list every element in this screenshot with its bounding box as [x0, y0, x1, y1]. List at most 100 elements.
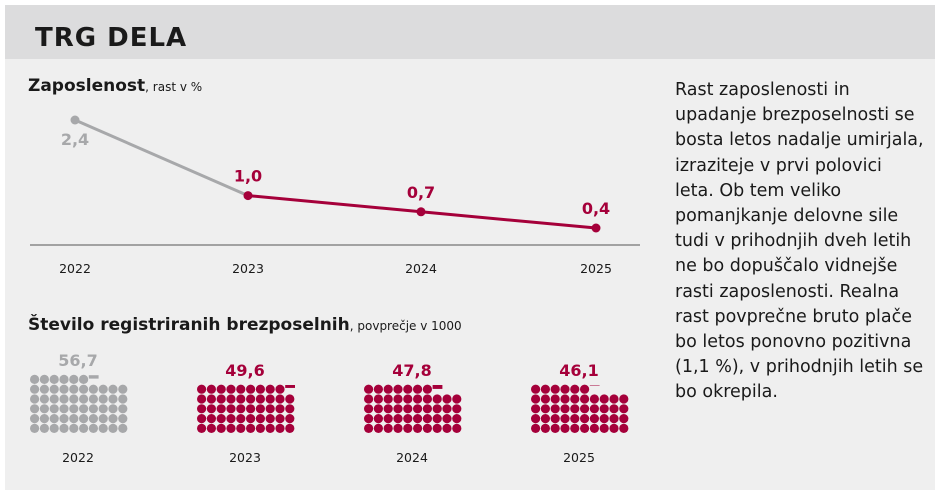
unit-dot [275, 404, 285, 414]
unit-dot [69, 374, 79, 384]
unit-dot [59, 374, 69, 384]
year-label: 2024 [396, 450, 428, 465]
unit-dot [442, 394, 452, 404]
unit-dot [79, 394, 89, 404]
unit-dot [422, 384, 432, 394]
unit-dot [452, 423, 462, 433]
unit-dot [49, 394, 59, 404]
unit-dot [580, 414, 590, 424]
unit-dot [265, 394, 275, 404]
unit-dot [79, 423, 89, 433]
unit-dot [197, 414, 207, 424]
unit-dot [98, 384, 108, 394]
unit-dot [255, 384, 265, 394]
unit-dot [226, 423, 236, 433]
unit-dot [246, 404, 256, 414]
unit-dot [452, 394, 462, 404]
unit-dot [599, 414, 609, 424]
unit-dot [118, 414, 128, 424]
unit-dot [275, 384, 285, 394]
unit-dot [39, 423, 50, 433]
unit-dot [589, 414, 600, 424]
partial-dot [88, 375, 99, 379]
unit-dot [560, 423, 570, 433]
unit-dot [609, 414, 619, 424]
data-point [70, 115, 80, 125]
unit-dot [531, 394, 541, 404]
unit-dot [216, 423, 226, 433]
unit-dot [69, 394, 79, 404]
unit-dot [59, 394, 69, 404]
unit-dot [383, 404, 393, 414]
unit-dot [216, 414, 226, 424]
unit-dot [442, 423, 452, 433]
unit-dot [118, 384, 128, 394]
unit-dot [265, 414, 275, 424]
unit-dot [580, 394, 590, 404]
value-label: 46,1 [559, 361, 598, 380]
unit-dot [540, 423, 551, 433]
unit-dot [560, 394, 570, 404]
unit-dot [550, 394, 560, 404]
unit-dot [393, 404, 403, 414]
unit-dot [69, 414, 79, 424]
unit-dot [364, 414, 374, 424]
unit-dot [236, 414, 246, 424]
unit-dot [39, 384, 50, 394]
unit-dot [373, 414, 383, 424]
line-segment [420, 210, 597, 230]
unit-dot [393, 394, 403, 404]
unit-dot [246, 384, 256, 394]
unit-dot [118, 394, 128, 404]
unit-dot [79, 414, 89, 424]
unit-dot [580, 384, 590, 394]
unit-dot [88, 404, 98, 414]
unit-dot [531, 414, 541, 424]
unit-dot [98, 394, 108, 404]
unit-dot [383, 423, 393, 433]
unit-dot [118, 423, 128, 433]
line-subtitle: , rast v % [145, 80, 203, 94]
unit-dot [373, 423, 383, 433]
unit-dot [69, 404, 79, 414]
unit-dot [216, 394, 226, 404]
unit-dot [285, 404, 295, 414]
unit-dot [206, 423, 216, 433]
commentary-text: Rast zaposlenosti in upadanje brezposeln… [675, 80, 924, 403]
unit-dot [255, 394, 265, 404]
data-point [416, 207, 426, 217]
unit-dot [79, 404, 89, 414]
unit-dot [275, 394, 285, 404]
unit-dot [206, 414, 216, 424]
unit-dot [364, 384, 374, 394]
unit-dot [246, 394, 256, 404]
unit-dot [364, 394, 374, 404]
x-tick-label: 2022 [59, 261, 91, 276]
unit-dot [393, 384, 403, 394]
pict-chart-title: Število registriranih brezposelnih, povp… [28, 315, 462, 335]
unit-dot [619, 423, 629, 433]
data-label: 2,4 [61, 130, 89, 149]
unit-dot [413, 414, 423, 424]
line-segment [74, 118, 249, 197]
pict-title: Število registriranih brezposelnih [28, 315, 350, 335]
unit-dot [403, 384, 413, 394]
unit-dot [246, 414, 256, 424]
unit-dot [531, 404, 541, 414]
unit-dot [197, 394, 207, 404]
unit-dot [373, 384, 383, 394]
unit-dot [550, 423, 560, 433]
unit-dot [29, 394, 40, 404]
unit-dot [108, 384, 118, 394]
data-point [591, 223, 601, 233]
unit-dot [403, 404, 413, 414]
unit-dot [39, 414, 50, 424]
unit-dot [550, 404, 560, 414]
unit-dot [49, 374, 59, 384]
unit-dot [599, 404, 609, 414]
value-label: 47,8 [392, 361, 431, 380]
unit-dot [98, 423, 108, 433]
unit-dot [39, 394, 50, 404]
unit-dot [609, 394, 619, 404]
